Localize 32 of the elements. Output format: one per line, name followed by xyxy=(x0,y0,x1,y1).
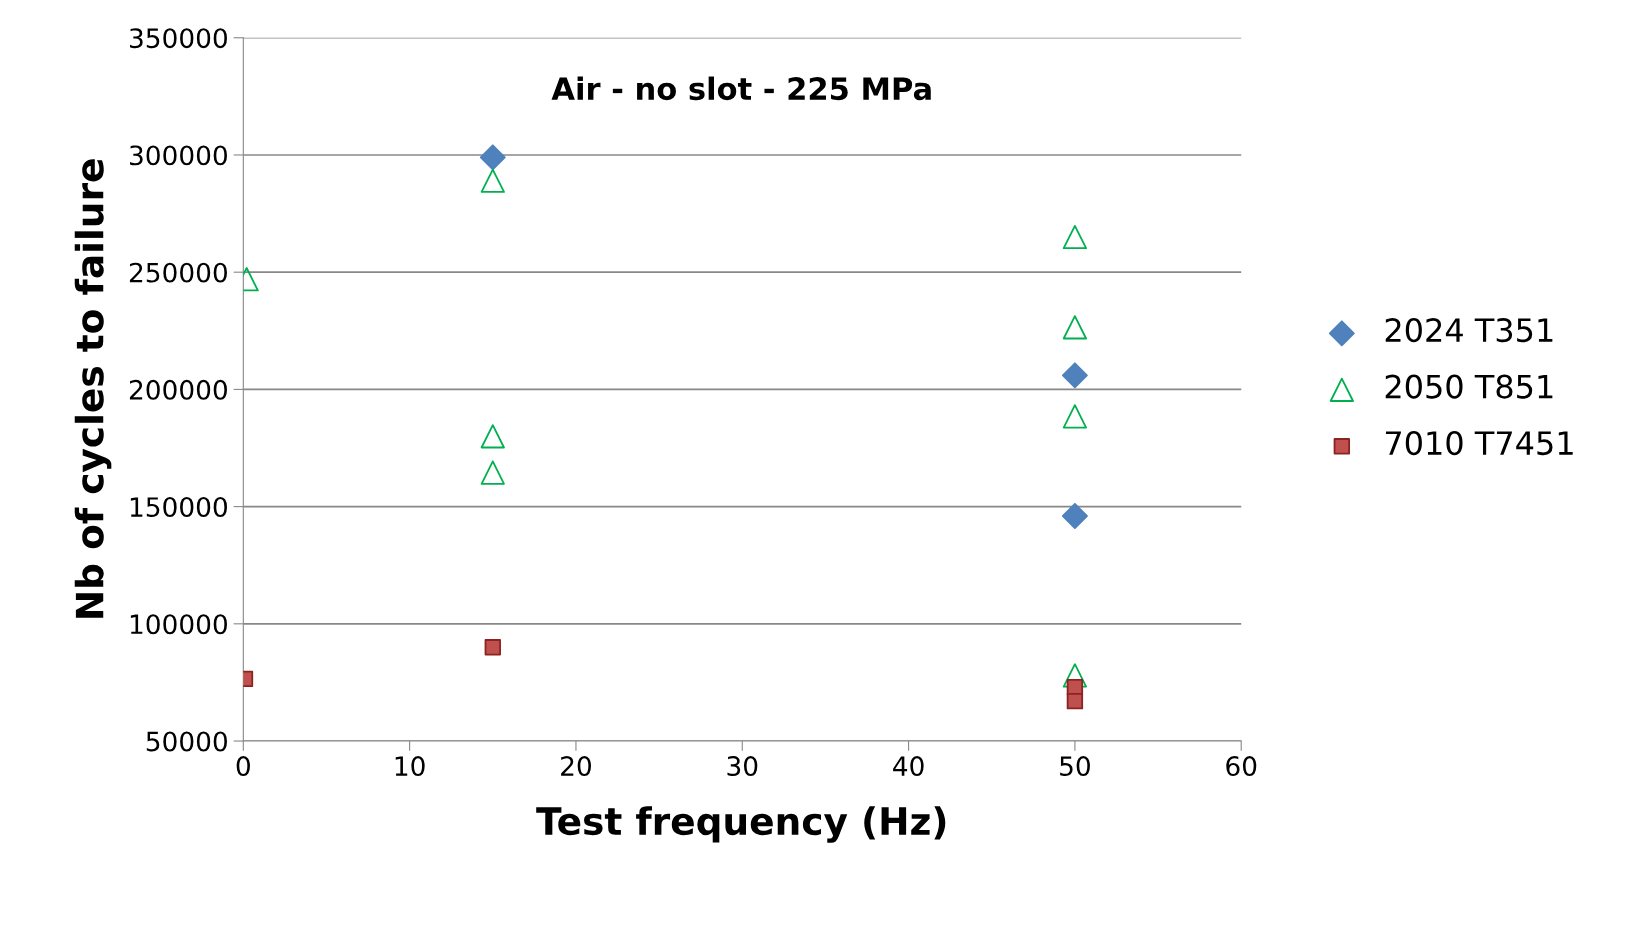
legend-label: 7010 T7451 xyxy=(1385,430,1573,456)
x-tick-label: 10 xyxy=(395,756,425,777)
legend-label: 2024 T351 xyxy=(1385,318,1553,343)
legend-label: 2050 T851 xyxy=(1385,374,1553,399)
y-tick-label: 50000 xyxy=(146,731,227,752)
x-tick-label: 30 xyxy=(727,756,758,777)
point xyxy=(480,168,505,193)
text: Air - no slot - 225 MPa xyxy=(551,76,931,101)
point xyxy=(1062,224,1088,250)
y-tick-label: 200000 xyxy=(129,379,227,400)
point xyxy=(1062,404,1088,429)
point xyxy=(480,424,505,449)
x-tick-label: 50 xyxy=(1060,756,1090,777)
x-axis-title: Test frequency (Hz) xyxy=(536,806,946,843)
y-tick-label: 150000 xyxy=(130,497,227,518)
point xyxy=(484,639,501,656)
x-tick-label: 60 xyxy=(1226,756,1257,777)
point xyxy=(1061,503,1088,529)
y-tick-label: 300000 xyxy=(130,145,227,166)
y-axis-title: Nb of cycles to failure xyxy=(74,159,112,618)
y-tick-label: 350000 xyxy=(130,28,227,49)
x-tick-label: 40 xyxy=(893,756,924,777)
point xyxy=(1062,663,1088,688)
x-tick-label: 20 xyxy=(561,756,591,777)
y-tick-label: 100000 xyxy=(130,614,227,635)
point xyxy=(479,144,506,171)
point xyxy=(480,460,505,485)
y-tick-label: 250000 xyxy=(129,262,227,283)
point xyxy=(1061,362,1088,389)
point xyxy=(1066,692,1084,710)
x-tick-label: 0 xyxy=(236,756,250,777)
point xyxy=(1062,315,1088,340)
